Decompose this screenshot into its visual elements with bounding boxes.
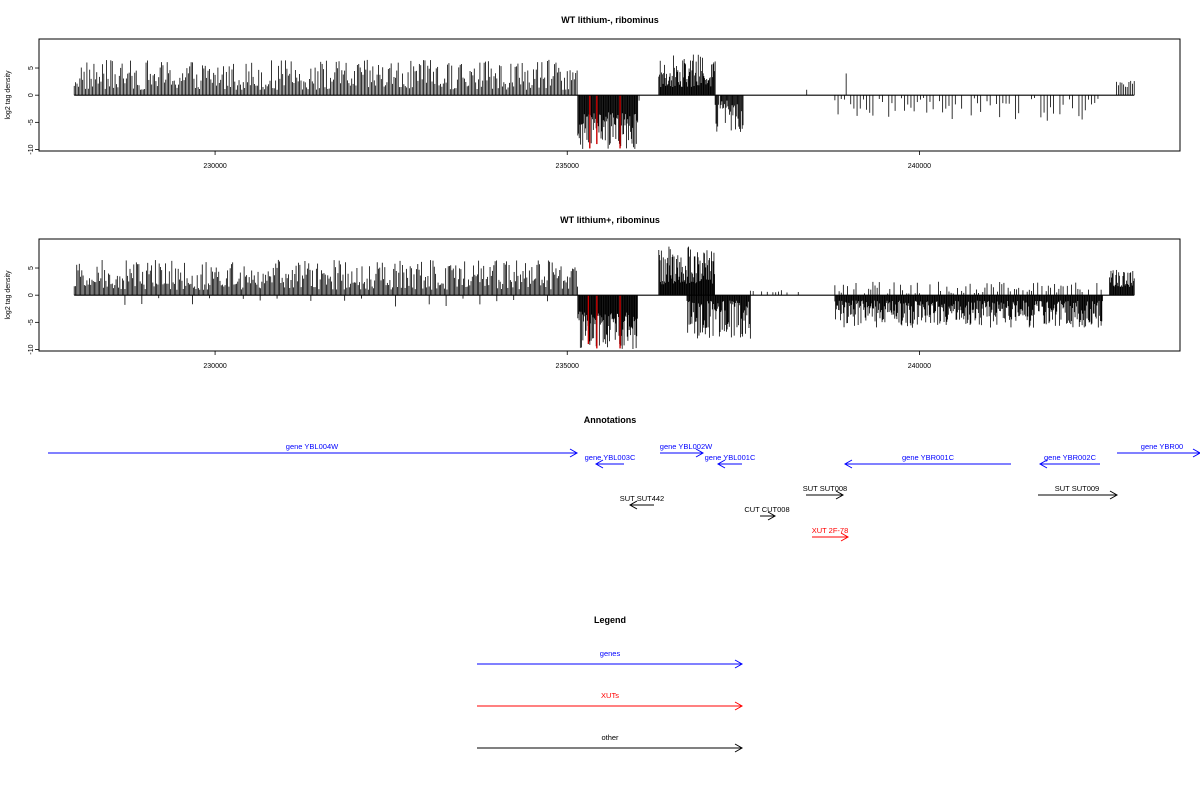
plot-title: WT lithium-, ribominus [561, 15, 659, 25]
legend-label: other [601, 733, 619, 742]
x-tick-label: 240000 [908, 163, 931, 170]
feature-arrow-head [594, 459, 604, 469]
legend-items: genes XUTs other [477, 649, 744, 753]
coverage-plot-lithium-minus: WT lithium-, ribominus log2 tag density … [5, 15, 1181, 170]
feature-label: gene YBL004W [286, 442, 339, 451]
coverage-plot-lithium-plus: WT lithium+, ribominus log2 tag density … [5, 215, 1181, 370]
x-tick-label: 235000 [556, 163, 579, 170]
feature-arrow-head [843, 459, 853, 469]
feature-arrow-head [1038, 459, 1048, 469]
y-axis-label: log2 tag density [5, 270, 12, 320]
y-tick-label: -10 [28, 344, 35, 354]
y-tick-label: 5 [28, 266, 35, 270]
feature-arrow-head [1192, 448, 1200, 458]
coverage-bars [73, 246, 1135, 350]
x-tick-label: 230000 [203, 363, 226, 370]
feature-label: gene YBL001C [705, 453, 756, 462]
y-tick-label: -10 [28, 144, 35, 154]
feature-arrow-head [835, 490, 845, 500]
feature-arrow-head [767, 511, 777, 521]
x-tick-label: 230000 [203, 163, 226, 170]
legend-label: genes [600, 649, 621, 658]
feature-label: SUT SUT008 [803, 484, 847, 493]
feature-arrow-head [1109, 490, 1119, 500]
legend-label: XUTs [601, 691, 619, 700]
y-tick-label: -5 [28, 119, 35, 125]
annotations-title: Annotations [584, 415, 637, 425]
legend-arrow-head [734, 659, 744, 669]
coverage-bars [73, 54, 1135, 149]
y-tick-label: 0 [28, 293, 35, 297]
feature-arrow-head [716, 459, 726, 469]
y-tick-label: 5 [28, 66, 35, 70]
feature-label: gene YBR00 [1141, 442, 1183, 451]
feature-label: SUT SUT442 [620, 494, 664, 503]
feature-arrow-head [840, 532, 850, 542]
feature-label: gene YBL002W [660, 442, 713, 451]
feature-arrow-head [569, 448, 579, 458]
feature-label: XUT 2F-78 [812, 526, 849, 535]
axes: 5 0 -5 -10 230000 235000 240000 [28, 66, 1135, 170]
legend-title: Legend [594, 615, 626, 625]
x-tick-label: 240000 [908, 363, 931, 370]
y-tick-label: -5 [28, 319, 35, 325]
y-tick-label: 0 [28, 93, 35, 97]
feature-label: gene YBR002C [1044, 453, 1097, 462]
legend: Legend genes XUTs other [477, 615, 744, 753]
feature-arrow-head [628, 500, 638, 510]
annotation-features: gene YBL004W gene YBL003C gene YBL002W gene… [48, 442, 1200, 542]
plot-title: WT lithium+, ribominus [560, 215, 660, 225]
axes: 5 0 -5 -10 230000 235000 240000 [28, 266, 1135, 370]
feature-label: SUT SUT009 [1055, 484, 1099, 493]
feature-label: gene YBR001C [902, 453, 955, 462]
feature-label: CUT CUT008 [744, 505, 789, 514]
y-axis-label: log2 tag density [5, 70, 12, 120]
x-tick-label: 235000 [556, 363, 579, 370]
feature-arrow-head [695, 448, 705, 458]
feature-label: gene YBL003C [585, 453, 636, 462]
legend-arrow-head [734, 743, 744, 753]
legend-arrow-head [734, 701, 744, 711]
